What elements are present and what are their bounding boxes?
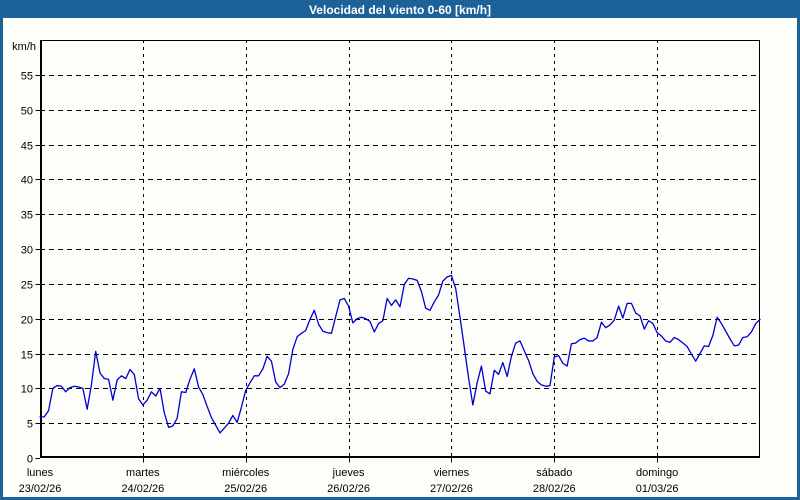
day-name-label: martes — [126, 467, 160, 479]
day-name-label: jueves — [332, 467, 365, 479]
day-date-label: 28/02/26 — [533, 483, 576, 495]
wind-speed-chart: 0 5 10 15 20 25 30 35 40 45 50 55 km/h lunes 23/02/26 m… — [12, 40, 761, 495]
wind-speed-series — [39, 274, 761, 434]
horizontal-gridlines — [40, 75, 760, 424]
day-date-label: 24/02/26 — [121, 483, 164, 495]
day-name-label: sábado — [536, 467, 572, 479]
x-axis-ticks — [143, 458, 658, 463]
y-tick-label: 35 — [21, 210, 33, 222]
day-date-label: 27/02/26 — [430, 483, 473, 495]
window-title: Velocidad del viento 0-60 [km/h] — [308, 3, 492, 17]
y-axis-unit-label: km/h — [12, 41, 36, 53]
y-axis-ticks — [35, 75, 40, 459]
x-axis-day-labels: lunes 23/02/26 martes 24/02/26 miércoles 25/0… — [19, 467, 679, 495]
day-date-label: 01/03/26 — [636, 483, 679, 495]
y-tick-label: 45 — [21, 141, 33, 153]
day-date-label: 25/02/26 — [224, 483, 267, 495]
day-name-label: viernes — [434, 467, 470, 479]
y-tick-label: 25 — [21, 280, 33, 292]
day-name-label: domingo — [636, 467, 678, 479]
plot-border — [40, 40, 760, 458]
y-axis-tick-labels: 0 5 10 15 20 25 30 35 40 45 50 55 — [21, 71, 33, 466]
day-name-label: miércoles — [222, 467, 270, 479]
y-tick-label: 5 — [27, 419, 33, 431]
window-title-bar: Velocidad del viento 0-60 [km/h] — [3, 3, 797, 18]
y-tick-label: 50 — [21, 106, 33, 118]
unit-label: km/h — [12, 41, 36, 53]
day-date-label: 26/02/26 — [327, 483, 370, 495]
day-name-label: lunes — [27, 467, 54, 479]
day-date-label: 23/02/26 — [19, 483, 62, 495]
wind-speed-line — [39, 274, 761, 434]
y-tick-label: 40 — [21, 175, 33, 187]
y-tick-label: 20 — [21, 315, 33, 327]
y-tick-label: 30 — [21, 245, 33, 257]
y-tick-label: 55 — [21, 71, 33, 83]
y-tick-label: 15 — [21, 350, 33, 362]
y-tick-label: 10 — [21, 384, 33, 396]
y-tick-label: 0 — [27, 454, 33, 466]
